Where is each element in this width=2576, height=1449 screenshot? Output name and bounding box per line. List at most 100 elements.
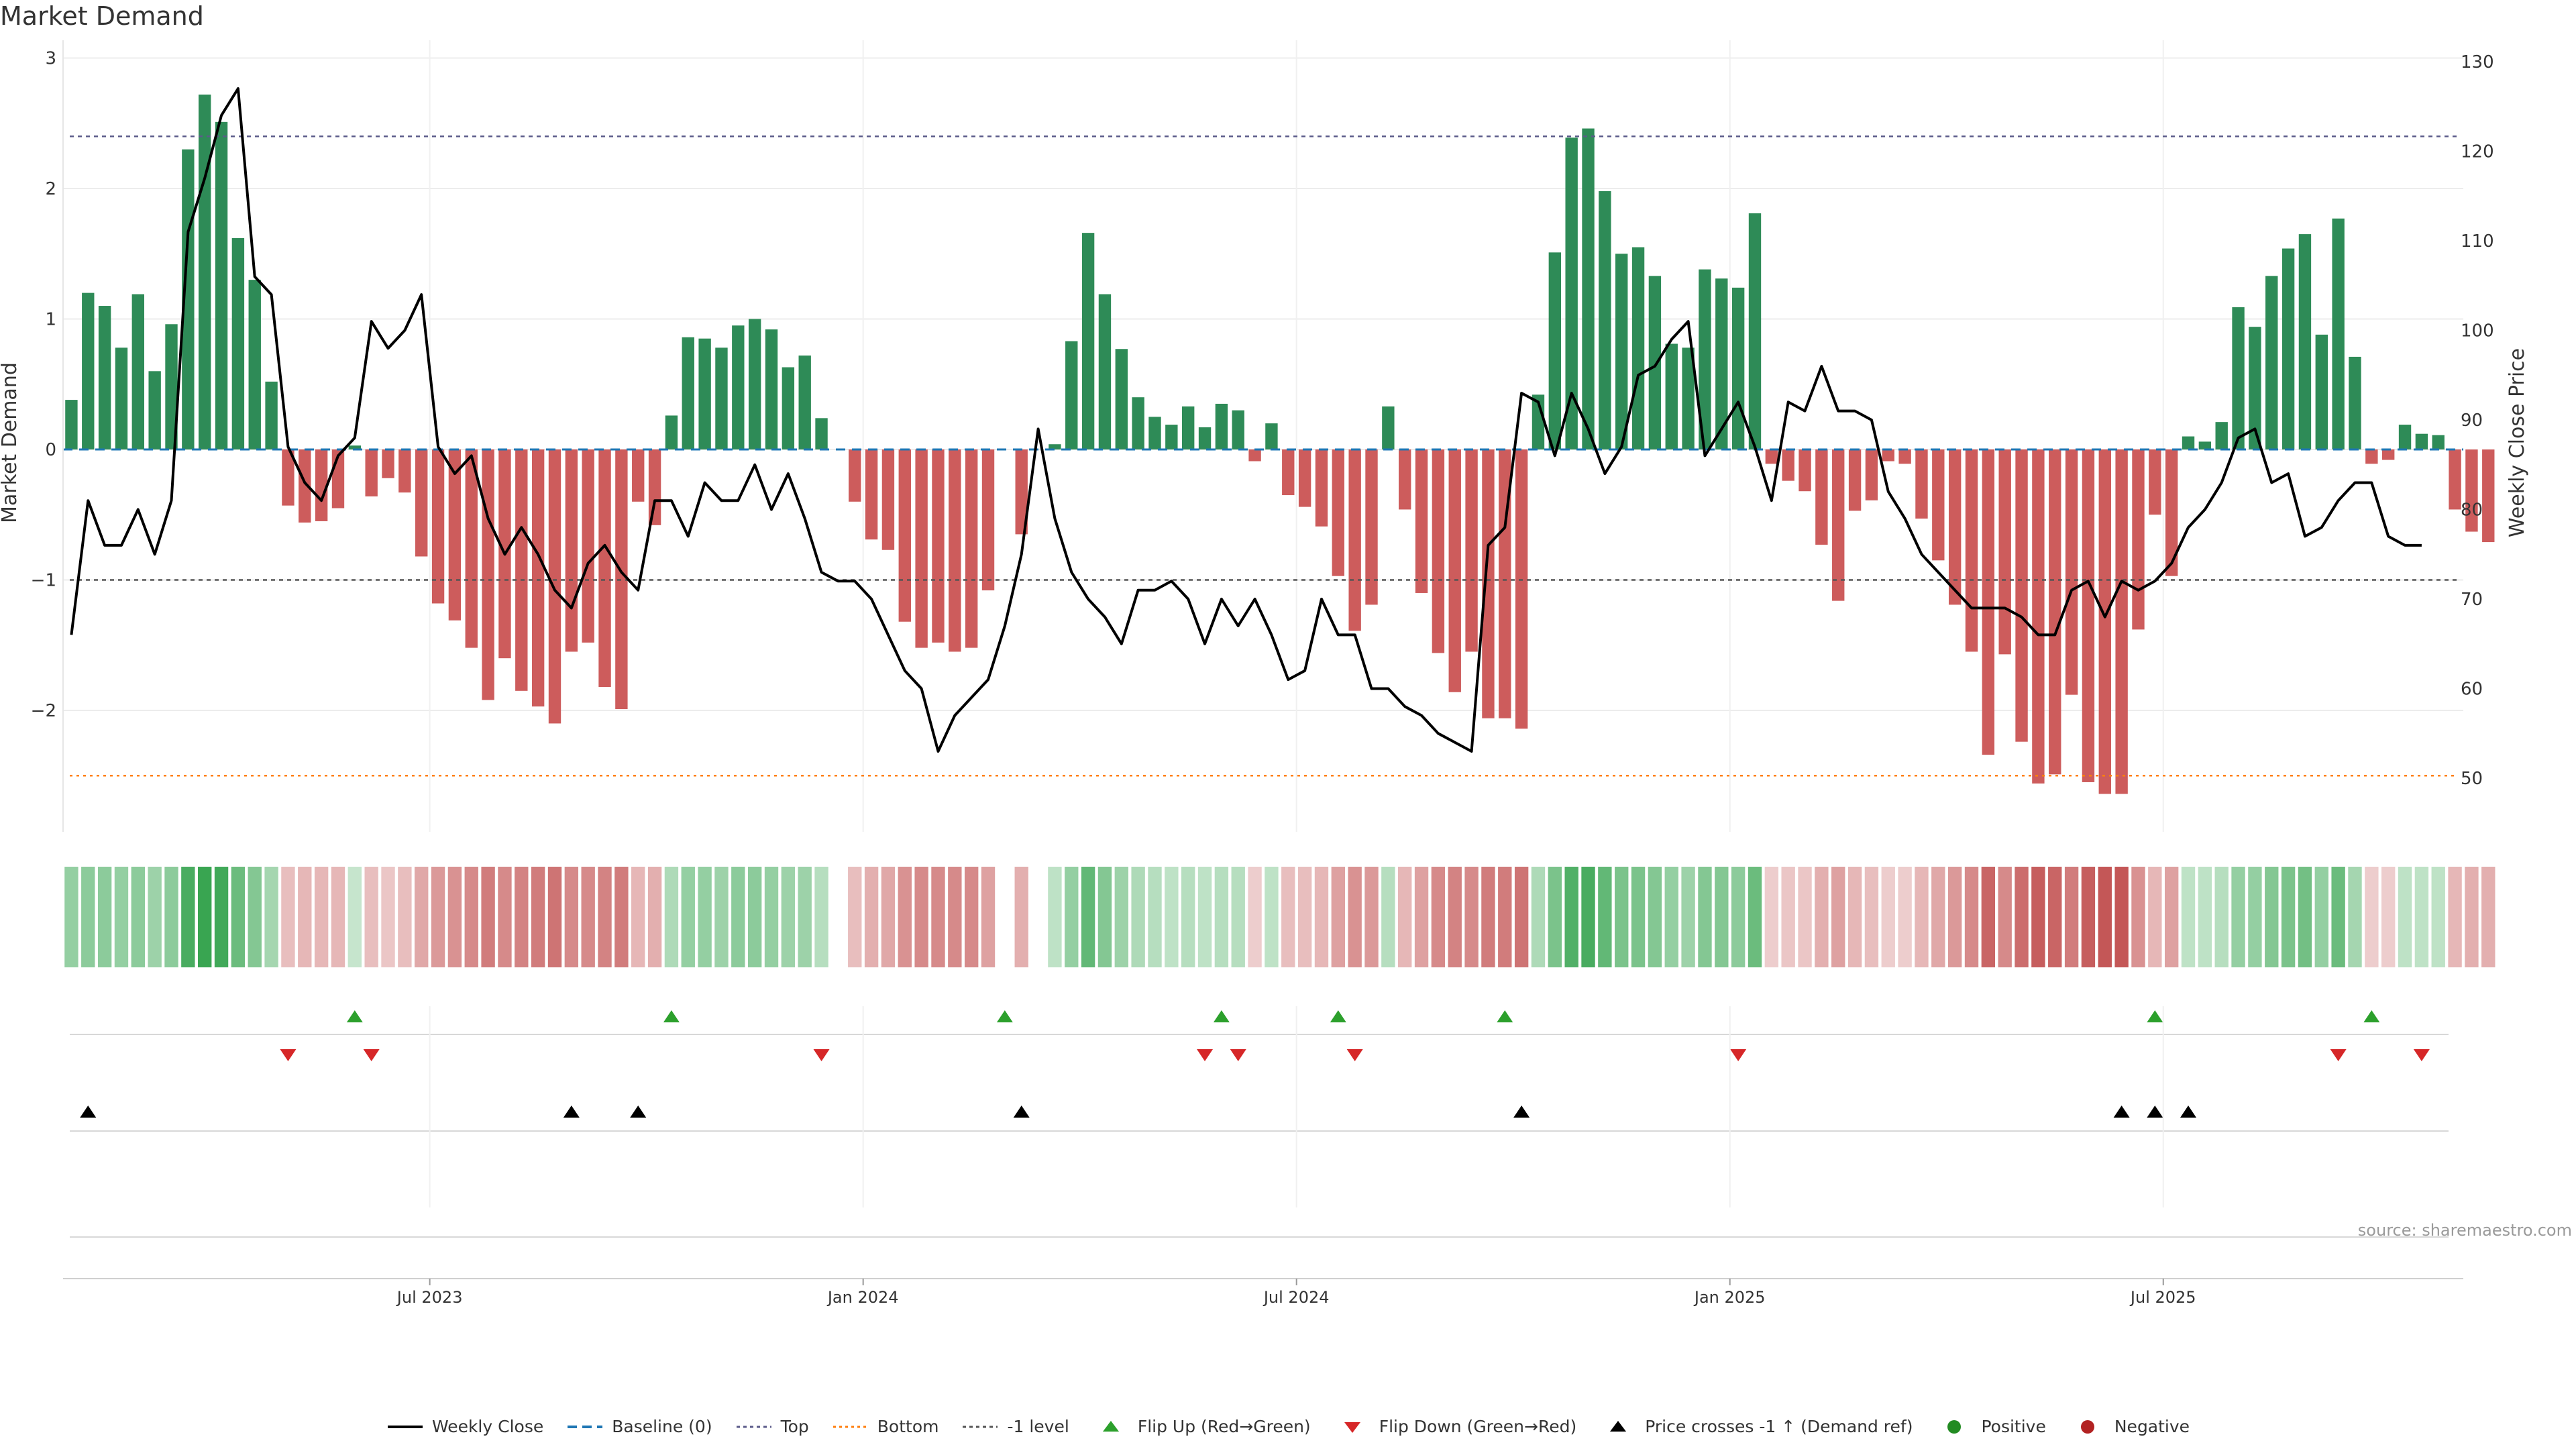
demand-bar: [1332, 449, 1345, 576]
weekly-close-series: [70, 87, 2422, 753]
flip-up-marker: [996, 1010, 1013, 1022]
heat-cell: [714, 867, 729, 967]
legend-item-negative: Negative: [2069, 1417, 2190, 1436]
y-right-tick-label: 130: [2461, 52, 2494, 72]
heat-cell: [531, 867, 545, 967]
demand-bar: [1315, 449, 1328, 527]
demand-bar: [382, 449, 394, 478]
heat-cell: [1197, 867, 1212, 967]
demand-bar: [2232, 307, 2245, 449]
legend-symbol-negative: [2080, 1419, 2094, 1434]
heat-cell: [2098, 867, 2112, 967]
heat-cell: [1847, 867, 1862, 967]
heat-cell: [1131, 867, 1145, 967]
demand-bar: [615, 449, 628, 710]
y-left-tick-label: −1: [31, 571, 56, 591]
demand-bar: [898, 449, 911, 622]
demand-bar: [1298, 449, 1311, 507]
legend-label: Weekly Close: [431, 1417, 544, 1436]
source-credit: source: sharemaestro.com: [2357, 1221, 2572, 1240]
demand-bar: [1348, 449, 1361, 631]
heat-cell: [2331, 867, 2345, 967]
demand-bar: [2415, 433, 2428, 449]
heat-cell: [1331, 867, 1345, 967]
heat-cell: [1081, 867, 1095, 967]
demand-bar: [1631, 247, 1645, 449]
demand-bar: [348, 445, 362, 449]
legend-item-top: Top: [735, 1417, 809, 1436]
heat-cell: [564, 867, 579, 967]
flip-down-marker: [2330, 1049, 2347, 1061]
legend-item-minus-one-level: -1 level: [961, 1417, 1069, 1436]
heat-cell: [1065, 867, 1079, 967]
heat-cell: [1698, 867, 1712, 967]
heat-cell: [1297, 867, 1312, 967]
heat-cell: [1214, 867, 1229, 967]
heat-cell: [964, 867, 979, 967]
heat-cell: [1498, 867, 1512, 967]
demand-bar: [1198, 427, 1212, 449]
demand-bar: [2365, 449, 2378, 464]
demand-bar: [2115, 449, 2128, 794]
heat-cell: [1864, 867, 1879, 967]
legend-label: Bottom: [877, 1417, 939, 1436]
demand-bar: [131, 294, 145, 449]
heat-cell: [1414, 867, 1429, 967]
y-right-tick-label: 50: [2461, 769, 2483, 789]
demand-bar: [1848, 449, 1862, 511]
gridlines: [63, 40, 2463, 832]
demand-bar: [1865, 449, 1878, 500]
demand-bar: [2298, 234, 2312, 449]
heat-cell: [631, 867, 645, 967]
heat-cell: [1915, 867, 1929, 967]
x-tick-label: Jul 2023: [396, 1288, 463, 1307]
heat-cell: [2048, 867, 2062, 967]
y-right-tick-label: 70: [2461, 590, 2483, 610]
heat-cell: [181, 867, 195, 967]
demand-bar: [782, 367, 795, 449]
demand-bar: [1815, 449, 1828, 545]
x-tick-label: Jul 2025: [2129, 1288, 2196, 1307]
demand-bar: [2198, 441, 2212, 449]
demand-bar: [965, 449, 978, 648]
weekly-close-line: [70, 87, 2422, 753]
heat-cell: [381, 867, 395, 967]
demand-bar: [2349, 356, 2361, 449]
demand-bar: [2098, 449, 2111, 794]
demand-bar: [65, 400, 78, 449]
heat-cell: [1998, 867, 2012, 967]
heat-cell: [731, 867, 745, 967]
demand-bar: [1615, 254, 1628, 449]
heat-cell: [2348, 867, 2362, 967]
heat-cell: [681, 867, 695, 967]
heat-cell: [164, 867, 178, 967]
heat-cell: [114, 867, 129, 967]
demand-bar: [1948, 449, 1962, 605]
heat-cell: [1531, 867, 1546, 967]
heat-cell: [2064, 867, 2079, 967]
heat-cell: [1514, 867, 1529, 967]
demand-bar: [732, 325, 745, 449]
heat-cell: [1964, 867, 1979, 967]
heat-cell: [2214, 867, 2229, 967]
demand-bar: [1898, 449, 1911, 464]
demand-bar: [1782, 449, 1794, 481]
demand-bar: [1215, 403, 1228, 449]
demand-bar: [682, 337, 694, 449]
price-cross-marker: [2113, 1106, 2130, 1118]
demand-bar: [515, 449, 528, 691]
price-cross-marker: [2147, 1106, 2163, 1118]
demand-bar: [199, 94, 211, 449]
demand-bar: [1282, 449, 1295, 496]
demand-bar: [1765, 449, 1778, 464]
demand-bar: [565, 449, 578, 652]
heat-cell: [2231, 867, 2245, 967]
heat-cell: [2481, 867, 2496, 967]
chart-legend: Weekly Close Baseline (0) Top Bottom -1 leve…: [0, 1417, 2576, 1436]
demand-bar: [1181, 406, 1195, 449]
heat-cell: [1481, 867, 1495, 967]
flip-up-marker: [1330, 1010, 1346, 1022]
demand-bar: [1998, 449, 2011, 655]
demand-bar: [1049, 444, 1061, 449]
demand-bar: [2465, 449, 2478, 532]
